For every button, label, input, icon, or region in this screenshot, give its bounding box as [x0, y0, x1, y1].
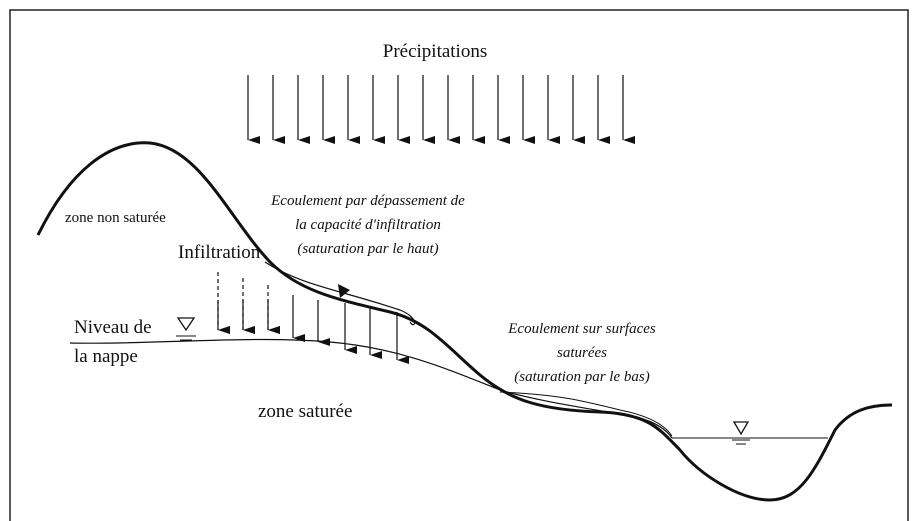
label: zone non saturée — [65, 210, 166, 226]
saturated-flow — [499, 391, 673, 437]
label: Ecoulement sur surfaces — [507, 321, 656, 337]
frame — [9, 9, 909, 521]
infiltration-arrows — [217, 272, 409, 364]
label: (saturation par le bas) — [514, 369, 649, 385]
label: zone saturée — [258, 401, 352, 422]
flow-arrowhead — [338, 284, 350, 298]
label: Infiltration — [178, 242, 261, 263]
label: la nappe — [74, 346, 138, 367]
label: saturées — [557, 345, 607, 361]
rain-arrows — [247, 75, 635, 144]
water-table — [69, 338, 673, 439]
label: Précipitations — [383, 41, 487, 62]
water-level-symbol — [176, 317, 750, 436]
label: (saturation par le haut) — [297, 241, 438, 257]
terrain — [36, 141, 893, 502]
water-level-lines — [176, 335, 750, 445]
overland-flow — [264, 261, 415, 326]
label: la capacité d'infiltration — [295, 217, 441, 233]
label: Ecoulement par dépassement de — [270, 193, 465, 209]
label: Niveau de — [74, 317, 152, 338]
